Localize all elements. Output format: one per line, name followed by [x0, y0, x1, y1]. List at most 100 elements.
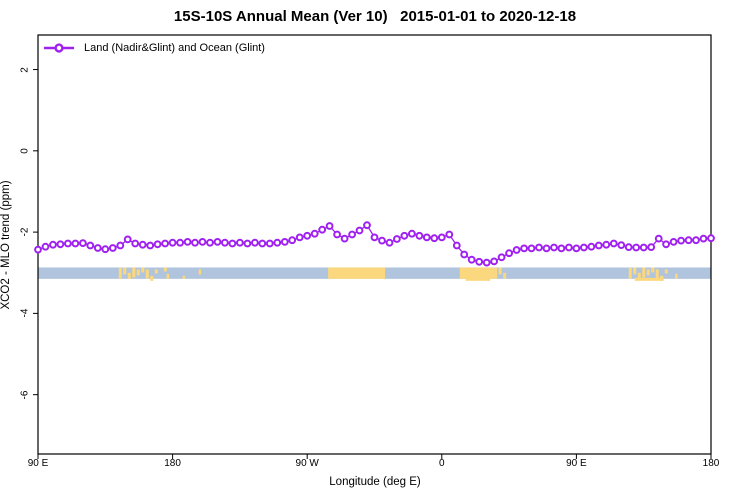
data-point [161, 239, 170, 248]
data-point [602, 240, 611, 249]
data-point [482, 258, 491, 267]
data-point [265, 239, 274, 248]
land-patch [123, 267, 127, 275]
land-patch [166, 273, 170, 279]
land-patch [494, 267, 498, 279]
land-patch [118, 267, 122, 279]
data-point [460, 250, 469, 259]
land-patch [651, 267, 655, 273]
data-point [408, 229, 416, 238]
land-patch [141, 267, 145, 273]
data-point [370, 233, 379, 242]
data-point [632, 243, 641, 252]
data-point [587, 242, 596, 251]
data-point [639, 243, 648, 252]
data-point [206, 238, 214, 247]
data-point [557, 244, 566, 253]
land-patch [628, 267, 632, 279]
data-point [243, 239, 252, 248]
data-point [303, 231, 312, 240]
data-point [198, 238, 207, 246]
plot-box [37, 34, 712, 455]
data-point [677, 236, 685, 245]
data-point [572, 244, 581, 253]
land-patch [675, 273, 678, 279]
data-point [654, 234, 663, 243]
data-point [662, 240, 670, 249]
data-point [699, 234, 708, 243]
land-patch [633, 267, 637, 275]
data-point [647, 243, 656, 252]
y-tick-label: -2 [19, 227, 31, 237]
data-point [393, 235, 401, 243]
land-segment [459, 267, 495, 279]
land-patch [150, 275, 154, 281]
data-point [512, 246, 521, 254]
data-point [624, 243, 633, 252]
y-axis-title: XCO2 - MLO trend (ppm) [0, 180, 12, 310]
data-point [123, 235, 132, 244]
x-tick-label: 0 [439, 458, 445, 469]
land-patch [503, 272, 507, 279]
data-point [565, 243, 573, 252]
land-patch [182, 275, 186, 279]
data-point [236, 238, 244, 247]
data-point [684, 236, 693, 245]
data-point [617, 241, 626, 250]
y-tick-label: 2 [19, 66, 31, 73]
data-point [535, 243, 543, 252]
land-patch [136, 269, 140, 276]
data-point [707, 234, 715, 243]
data-point [41, 242, 50, 251]
data-point [430, 234, 439, 243]
data-point [422, 233, 431, 242]
x-tick-label: 180 [702, 458, 720, 469]
data-point [168, 238, 177, 247]
data-point [86, 241, 95, 250]
data-point [288, 236, 297, 245]
data-point [153, 240, 162, 249]
land-overflow [634, 277, 664, 281]
land-patch [132, 267, 136, 278]
x-tick-label: 90 E [27, 458, 49, 469]
data-point [527, 244, 536, 253]
legend-label: Land (Nadir&Glint) and Ocean (Glint) [84, 42, 265, 54]
data-point [609, 239, 618, 248]
land-patch [664, 269, 668, 274]
data-point [221, 238, 229, 247]
data-point [191, 238, 199, 247]
data-point [258, 239, 267, 248]
data-point [138, 240, 147, 249]
data-point [437, 233, 446, 242]
data-point [520, 244, 528, 253]
data-point [64, 239, 72, 248]
data-point [400, 231, 409, 240]
land-patch [637, 272, 641, 279]
data-point [295, 233, 304, 242]
x-tick-label: 180 [164, 458, 181, 469]
data-point [542, 244, 551, 253]
legend-line-marker-icon [44, 43, 74, 53]
data-point [183, 238, 192, 246]
legend: Land (Nadir&Glint) and Ocean (Glint) [42, 41, 265, 55]
data-point [452, 241, 461, 250]
land-patch [145, 269, 149, 279]
data-point [445, 230, 454, 239]
land-patch [655, 269, 659, 279]
data-point [669, 238, 678, 246]
x-tick-label: 90 E [566, 458, 587, 469]
legend-open-circle-icon [54, 43, 64, 53]
y-tick-label: 0 [19, 148, 31, 154]
data-point [101, 245, 110, 254]
land-patch [646, 269, 650, 276]
data-point [325, 222, 334, 230]
data-point [378, 236, 386, 245]
data-point [310, 229, 319, 238]
data-point [280, 238, 289, 246]
data-point [333, 230, 342, 239]
data-point [505, 249, 514, 258]
data-point [93, 244, 102, 252]
data-point [490, 257, 499, 266]
